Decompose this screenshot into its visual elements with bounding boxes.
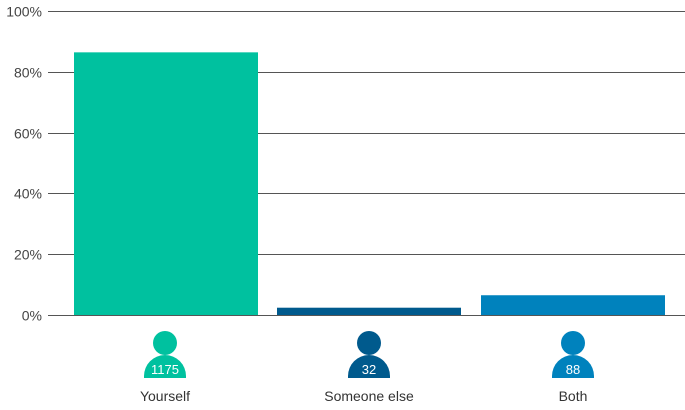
y-tick-label: 100%	[6, 4, 42, 20]
person-icon-head	[357, 331, 381, 355]
category-icons: 1175 32 88	[144, 331, 594, 378]
y-tick-label: 0%	[22, 308, 42, 324]
count-label: 32	[362, 362, 376, 377]
person-icon	[348, 331, 390, 378]
count-label: 1175	[151, 362, 179, 377]
category-label: Yourself	[140, 388, 190, 404]
y-axis-tick-labels: 0% 20% 40% 60% 80% 100%	[6, 4, 42, 324]
category-labels: Yourself Someone else Both	[140, 388, 587, 404]
person-icon	[552, 331, 594, 378]
bar-yourself	[74, 52, 258, 316]
y-tick-label: 40%	[14, 186, 42, 202]
bar-someone-else	[277, 307, 461, 315]
y-tick-label: 60%	[14, 126, 42, 142]
person-icon-body	[552, 355, 594, 378]
person-icon-head	[153, 331, 177, 355]
y-tick-label: 80%	[14, 65, 42, 81]
person-icon	[144, 331, 186, 378]
bar-both	[481, 295, 665, 315]
person-icon-head	[561, 331, 585, 355]
y-tick-label: 20%	[14, 247, 42, 263]
person-icon-body	[348, 355, 390, 378]
category-label: Both	[559, 388, 588, 404]
category-label: Someone else	[324, 388, 414, 404]
bars	[74, 52, 665, 316]
count-label: 88	[566, 362, 580, 377]
person-icon-body	[144, 355, 186, 378]
